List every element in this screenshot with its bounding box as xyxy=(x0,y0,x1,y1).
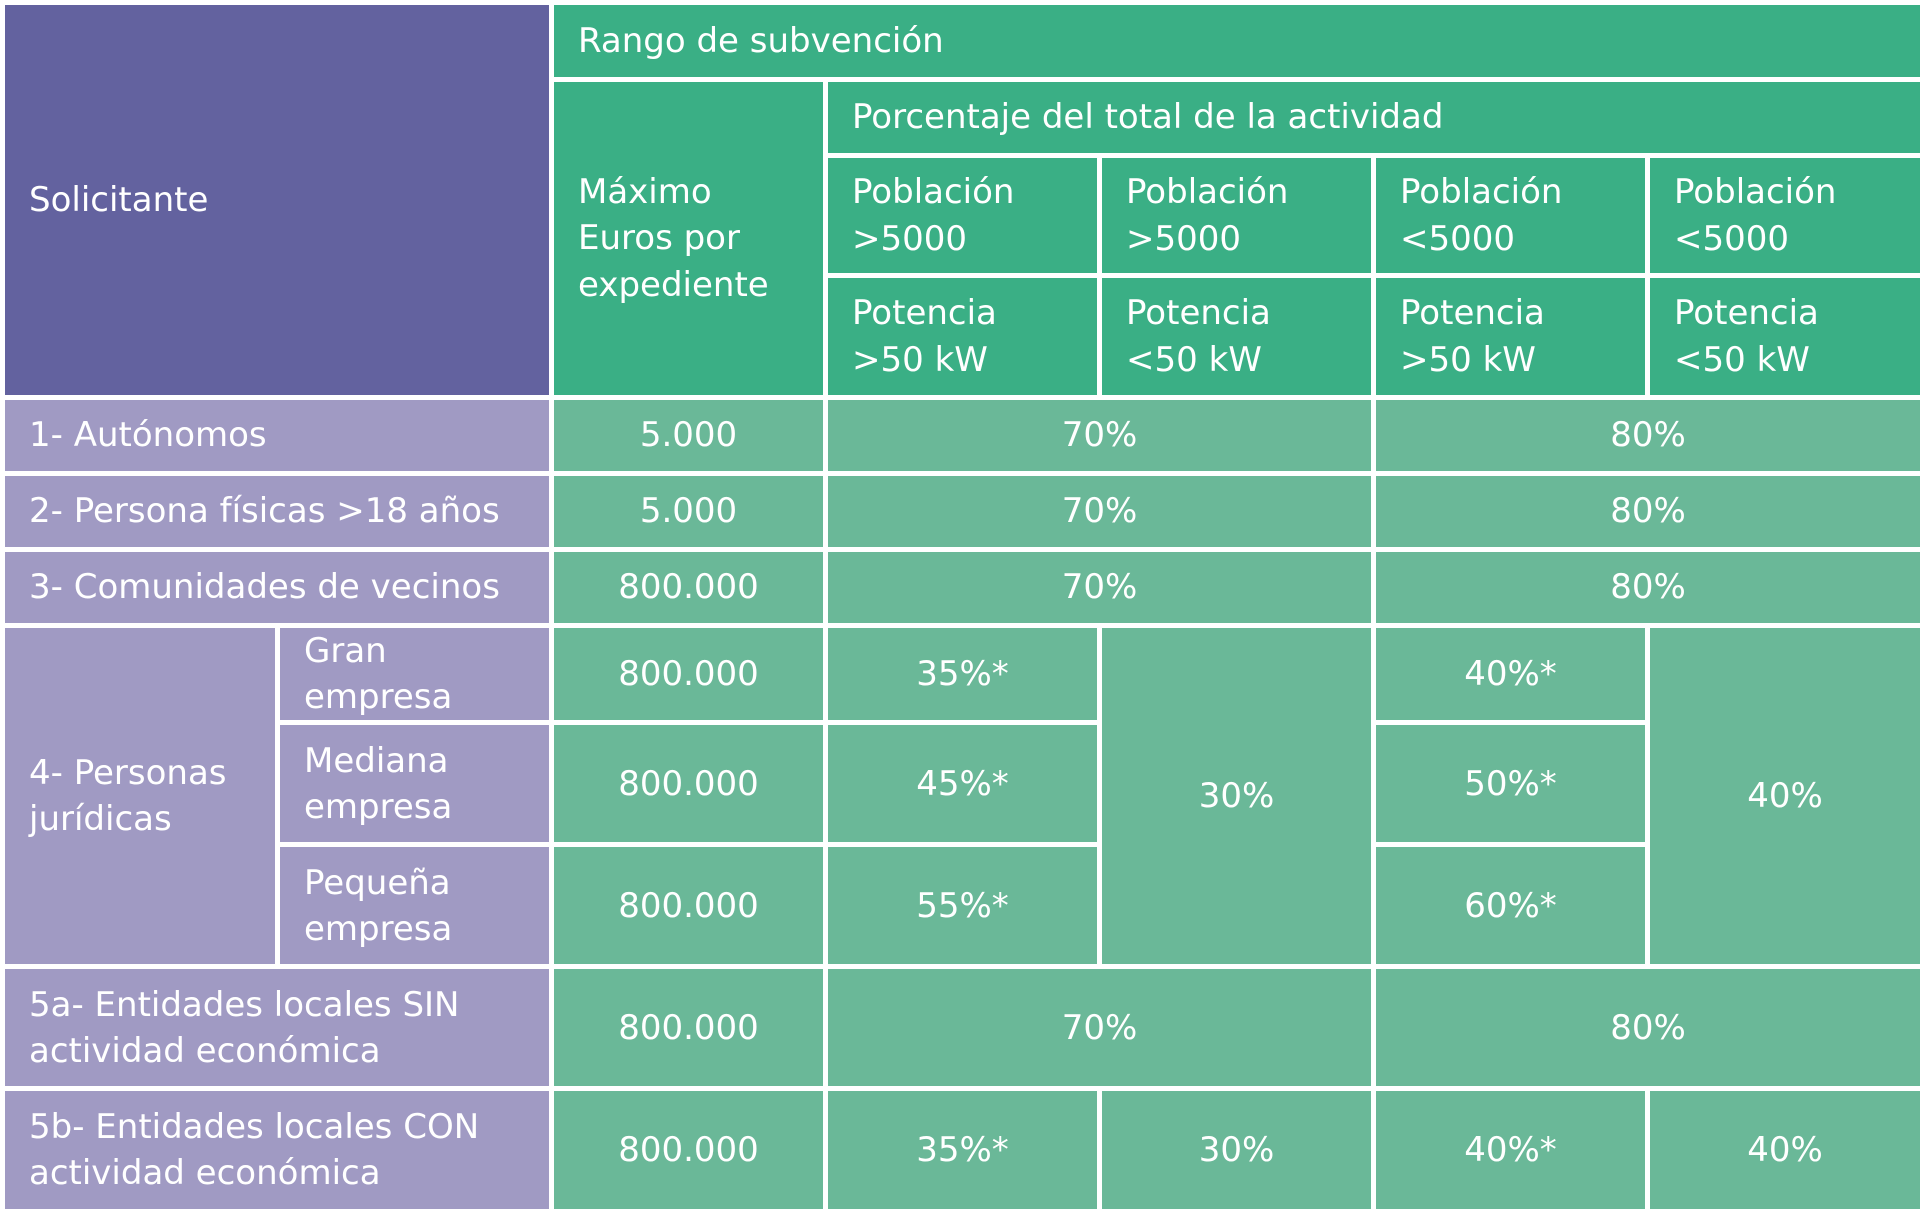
low-population-cell: 80% xyxy=(1374,474,1920,550)
max-euros-cell: 800.000 xyxy=(552,1089,826,1212)
high-pop-big-power-cell: 35%* xyxy=(826,626,1100,723)
high-pop-big-power-cell: 45%* xyxy=(826,723,1100,845)
row-label-personas-fisicas: 2- Persona físicas >18 años xyxy=(3,474,552,550)
low-population-cell: 80% xyxy=(1374,967,1920,1089)
max-euros-cell: 5.000 xyxy=(552,474,826,550)
sub-label-gran-empresa: Gran empresa xyxy=(278,626,552,723)
low-pop-small-power-cell: 40% xyxy=(1648,626,1920,967)
max-euros-cell: 5.000 xyxy=(552,398,826,474)
high-pop-big-power-cell: 35%* xyxy=(826,1089,1100,1212)
row-label-entidades-con: 5b- Entidades locales CON actividad econ… xyxy=(3,1089,552,1212)
row-label-comunidades: 3- Comunidades de vecinos xyxy=(3,550,552,626)
sub-label-pequena-empresa: Pequeña empresa xyxy=(278,845,552,967)
table-row: Pequeña empresa 800.000 55%* 60%* xyxy=(3,845,1920,967)
low-pop-big-power-cell: 40%* xyxy=(1374,1089,1648,1212)
row-label-entidades-sin: 5a- Entidades locales SIN actividad econ… xyxy=(3,967,552,1089)
population-header-4: Población <5000 xyxy=(1648,156,1920,276)
low-pop-small-power-cell: 40% xyxy=(1648,1089,1920,1212)
table-row: 5a- Entidades locales SIN actividad econ… xyxy=(3,967,1920,1089)
high-population-cell: 70% xyxy=(826,550,1374,626)
table-row: 4- Personas jurídicas Gran empresa 800.0… xyxy=(3,626,1920,723)
low-pop-big-power-cell: 40%* xyxy=(1374,626,1648,723)
population-header-2: Población >5000 xyxy=(1100,156,1374,276)
table-row: Mediana empresa 800.000 45%* 50%* xyxy=(3,723,1920,845)
low-pop-big-power-cell: 60%* xyxy=(1374,845,1648,967)
high-pop-small-power-cell: 30% xyxy=(1100,1089,1374,1212)
applicant-header: Solicitante xyxy=(3,3,552,398)
power-header-3: Potencia >50 kW xyxy=(1374,276,1648,398)
low-population-cell: 80% xyxy=(1374,398,1920,474)
range-header: Rango de subvención xyxy=(552,3,1920,80)
high-pop-big-power-cell: 55%* xyxy=(826,845,1100,967)
max-euros-cell: 800.000 xyxy=(552,967,826,1089)
low-pop-big-power-cell: 50%* xyxy=(1374,723,1648,845)
row-label-personas-juridicas: 4- Personas jurídicas xyxy=(3,626,278,967)
high-population-cell: 70% xyxy=(826,398,1374,474)
row-label-autonomos: 1- Autónomos xyxy=(3,398,552,474)
high-pop-small-power-cell: 30% xyxy=(1100,626,1374,967)
population-header-3: Población <5000 xyxy=(1374,156,1648,276)
table-row: 2- Persona físicas >18 años 5.000 70% 80… xyxy=(3,474,1920,550)
max-euros-cell: 800.000 xyxy=(552,723,826,845)
high-population-cell: 70% xyxy=(826,474,1374,550)
power-header-2: Potencia <50 kW xyxy=(1100,276,1374,398)
max-euros-cell: 800.000 xyxy=(552,845,826,967)
power-header-4: Potencia <50 kW xyxy=(1648,276,1920,398)
table-row: 3- Comunidades de vecinos 800.000 70% 80… xyxy=(3,550,1920,626)
power-header-1: Potencia >50 kW xyxy=(826,276,1100,398)
table-row: 1- Autónomos 5.000 70% 80% xyxy=(3,398,1920,474)
max-euros-header: Máximo Euros por expediente xyxy=(552,80,826,398)
sub-label-mediana-empresa: Mediana empresa xyxy=(278,723,552,845)
percentage-header: Porcentaje del total de la actividad xyxy=(826,80,1920,156)
max-euros-cell: 800.000 xyxy=(552,550,826,626)
max-euros-cell: 800.000 xyxy=(552,626,826,723)
population-header-1: Población >5000 xyxy=(826,156,1100,276)
low-population-cell: 80% xyxy=(1374,550,1920,626)
high-population-cell: 70% xyxy=(826,967,1374,1089)
table-row: 5b- Entidades locales CON actividad econ… xyxy=(3,1089,1920,1212)
